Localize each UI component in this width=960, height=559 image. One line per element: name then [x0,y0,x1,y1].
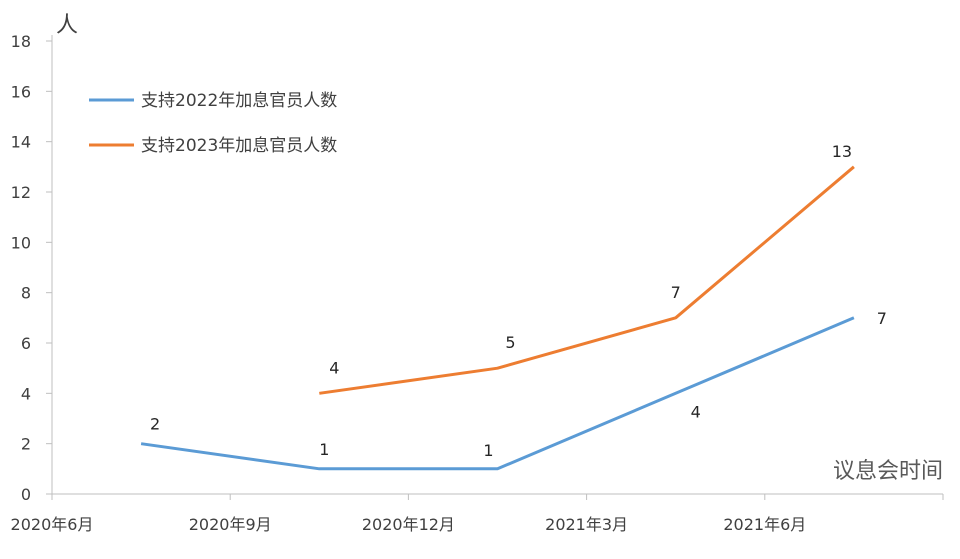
x-axis-ticks: 2020年6月 2020年9月 2020年12月 2021年3月 2021年6月 [11,494,944,534]
x-tick-label: 2021年3月 [545,515,628,534]
legend-label: 支持2023年加息官员人数 [141,136,337,156]
y-tick-label: 2 [21,435,31,454]
series-line-1 [140,316,855,471]
data-label: 4 [329,358,339,377]
data-label: 1 [483,441,493,460]
y-tick-label: 10 [11,233,31,252]
x-tick-label: 2020年12月 [362,515,455,534]
series-lines [140,165,855,471]
y-tick-label: 4 [21,384,31,403]
y-axis-unit-label: 人 [56,13,78,38]
y-tick-label: 14 [11,133,31,152]
y-axis-ticks: 0 2 4 6 8 10 12 14 16 18 [11,32,52,504]
y-tick-label: 12 [11,183,31,202]
x-tick-label: 2020年9月 [189,515,272,534]
x-axis-title: 议息会时间 [833,459,943,484]
data-label: 4 [691,402,701,421]
legend-label: 支持2022年加息官员人数 [141,91,337,111]
axes [51,35,943,495]
y-tick-label: 16 [11,82,31,101]
data-label: 7 [671,283,681,302]
data-label: 2 [150,415,160,434]
y-tick-label: 6 [21,334,31,353]
x-tick-label: 2020年6月 [11,515,94,534]
series-line-2 [319,165,855,395]
y-tick-label: 18 [11,32,31,51]
y-tick-label: 8 [21,284,31,303]
data-label: 7 [877,309,887,328]
data-labels: 2 1 1 4 7 4 5 7 13 [150,142,887,460]
x-tick-label: 2021年6月 [723,515,806,534]
y-tick-label: 0 [21,485,31,504]
data-label: 1 [319,440,329,459]
data-label: 13 [832,142,852,161]
data-label: 5 [505,333,515,352]
